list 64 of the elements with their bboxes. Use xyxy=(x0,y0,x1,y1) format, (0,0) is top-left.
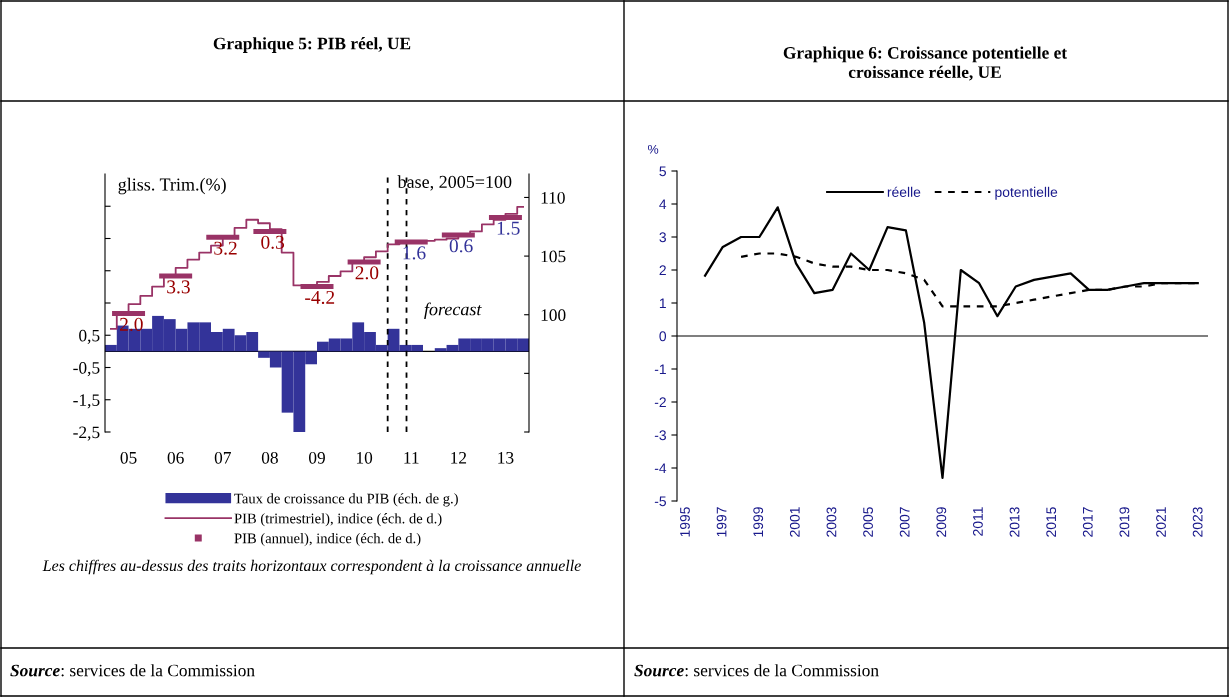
y-tick-label: 4 xyxy=(659,199,667,210)
legend-label: PIB (annuel), indice (éch. de d.) xyxy=(234,532,421,547)
y-tick-label: -1,5 xyxy=(73,394,100,409)
x-tick-label: 2023 xyxy=(1192,507,1203,537)
x-tick-label: 1999 xyxy=(753,507,764,537)
x-tick-label: 2005 xyxy=(863,507,873,537)
x-tick-label: 10 xyxy=(356,451,373,464)
x-tick-label: 06 xyxy=(167,451,184,464)
annotation: 3.3 xyxy=(167,280,190,294)
x-tick-label: 2015 xyxy=(1046,507,1057,537)
y-tick-label: -5 xyxy=(654,496,666,507)
x-tick-label: 2007 xyxy=(899,507,910,537)
x-tick-label: 12 xyxy=(451,452,467,464)
x-tick-label: 1997 xyxy=(716,507,727,537)
x-tick-label: 2021 xyxy=(1156,507,1166,537)
x-tick-label: 2009 xyxy=(936,507,947,537)
y2-tick-label: 105 xyxy=(541,250,566,263)
y2-tick-label: 110 xyxy=(541,191,565,204)
y-tick-label: -1 xyxy=(654,364,666,375)
annotation: 1.5 xyxy=(497,221,520,235)
y2-tick-label: 100 xyxy=(541,309,566,321)
chart-title: Graphique 6: Croissance potentielle et croissance réelle, UE xyxy=(783,46,1068,81)
y-tick-label: 2 xyxy=(659,265,666,276)
y-axis-title: gliss. Trim.(%) xyxy=(118,177,226,195)
legend-label: PIB (trimestriel), indice (éch. de d.) xyxy=(234,513,442,527)
y-tick-label: 0 xyxy=(659,331,667,342)
y-tick-label: 3 xyxy=(659,232,666,243)
y-tick-label: -3 xyxy=(654,430,666,441)
source-note: Source: services de la Commission xyxy=(10,664,255,677)
annotation: forecast xyxy=(424,302,482,320)
y2-axis-title: base, 2005=100 xyxy=(397,175,512,191)
x-tick-label: 05 xyxy=(120,451,137,464)
x-tick-label: 11 xyxy=(404,452,419,464)
y-axis-title: % xyxy=(647,144,659,154)
x-tick-label: 2011 xyxy=(973,507,983,536)
x-tick-label: 2019 xyxy=(1119,507,1130,537)
x-tick-label: 13 xyxy=(498,452,514,464)
chart-title: Graphique 5: PIB réel, UE xyxy=(213,37,411,53)
x-tick-label: 08 xyxy=(261,451,278,464)
x-tick-label: 2003 xyxy=(826,507,837,537)
text: Les chiffres au-dessus des traits horizontaux correspondent à la croissance annuelle xyxy=(42,559,581,575)
y-tick-label: -2,5 xyxy=(73,426,100,441)
y-tick-label: -4 xyxy=(654,463,667,474)
x-tick-label: 1995 xyxy=(680,507,690,537)
legend-label: Taux de croissance du PIB (éch. de g.) xyxy=(234,493,458,507)
annotation: 1.6 xyxy=(403,246,426,260)
annotation: 2.0 xyxy=(355,266,379,280)
y-tick-label: 5 xyxy=(659,166,666,177)
annotation: 0.6 xyxy=(449,239,473,253)
annotation: 2.0 xyxy=(120,317,143,332)
y-tick-label: -0,5 xyxy=(73,361,100,377)
legend-label: potentielle xyxy=(995,186,1058,200)
y-tick-label: 1 xyxy=(659,298,666,309)
annotation: 3.2 xyxy=(214,241,237,255)
x-tick-label: 2013 xyxy=(1009,507,1020,537)
y-tick-label: -2 xyxy=(654,397,666,408)
x-tick-label: 09 xyxy=(308,451,325,464)
x-tick-label: 2001 xyxy=(789,507,800,537)
x-tick-label: 2017 xyxy=(1082,507,1093,537)
y-tick-label: 0,5 xyxy=(79,329,100,344)
x-tick-label: 07 xyxy=(214,451,231,464)
legend-label: réelle xyxy=(887,186,921,197)
source-note: Source: services de la Commission xyxy=(634,664,879,677)
annotation: -4.2 xyxy=(305,290,335,305)
